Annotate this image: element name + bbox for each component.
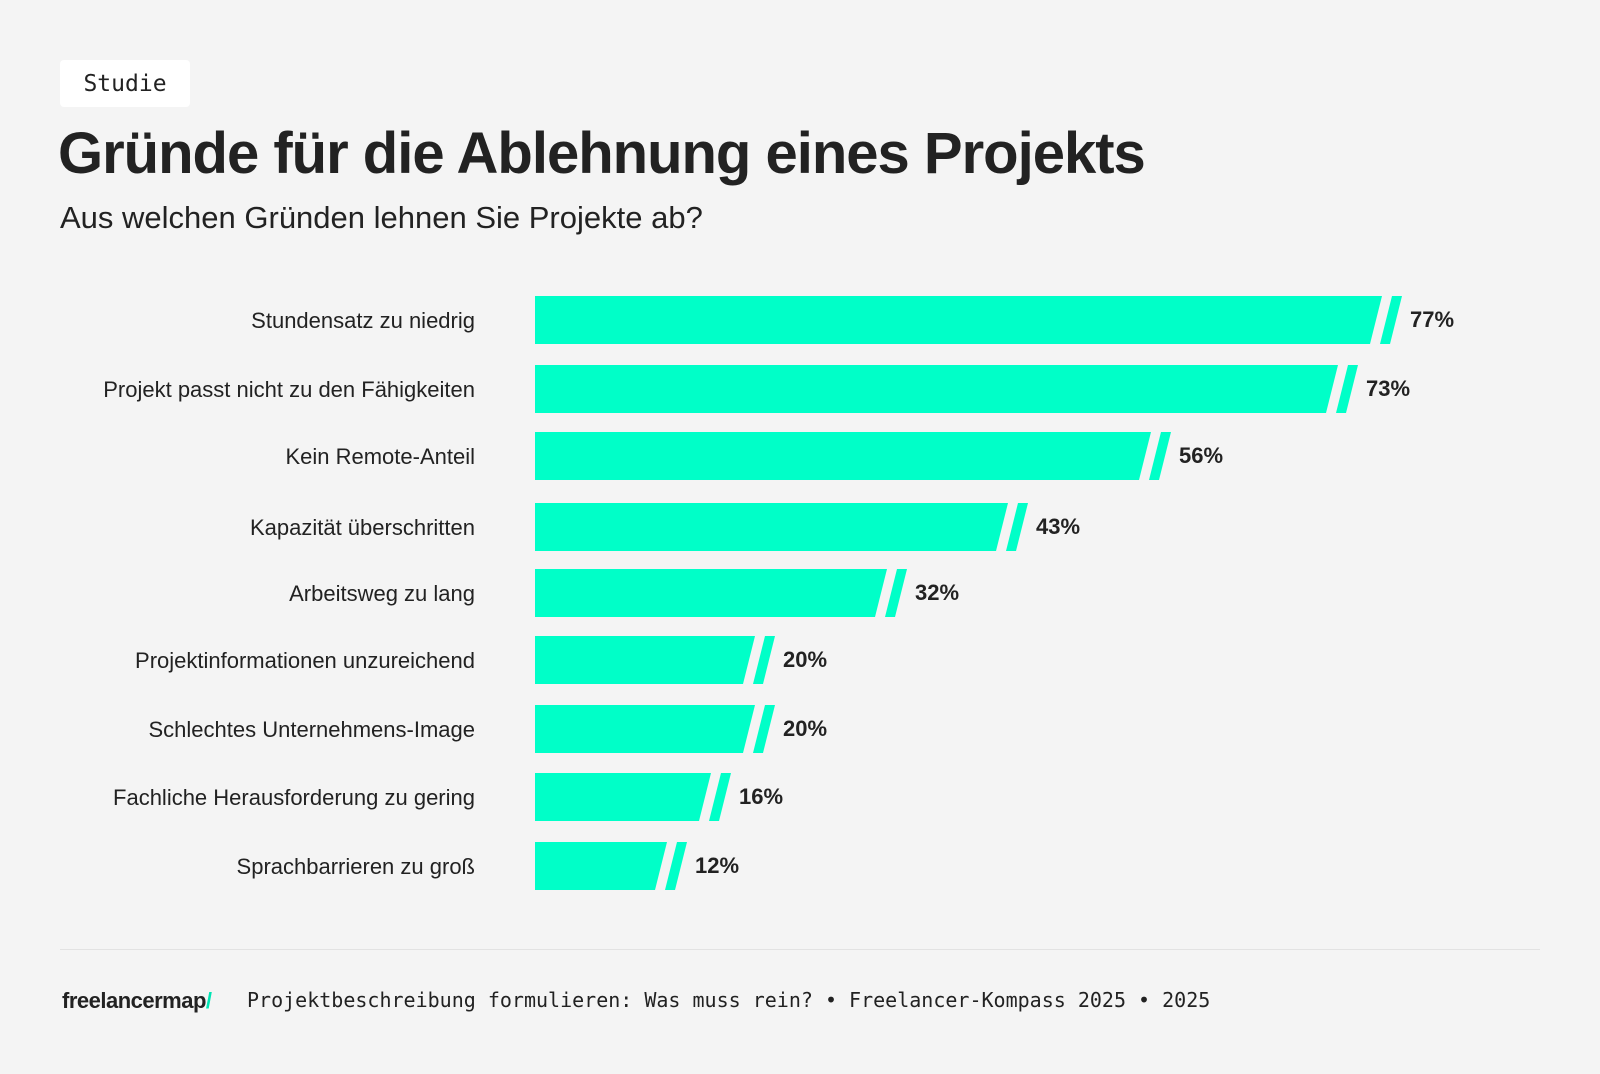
value-label: 16% bbox=[739, 784, 784, 809]
chart-subtitle: Aus welchen Gründen lehnen Sie Projekte … bbox=[60, 200, 703, 235]
bar bbox=[535, 773, 711, 821]
bar-row: Arbeitsweg zu lang 32% bbox=[0, 569, 1600, 617]
category-label: Projekt passt nicht zu den Fähigkeiten bbox=[103, 376, 475, 402]
bar bbox=[535, 705, 755, 753]
category-label: Fachliche Herausforderung zu gering bbox=[113, 784, 475, 810]
bar-break-stripe bbox=[885, 569, 907, 617]
bar bbox=[535, 842, 667, 890]
bar-row: Sprachbarrieren zu groß 12% bbox=[0, 842, 1600, 890]
value-label: 32% bbox=[915, 580, 960, 605]
bar-row: Kapazität überschritten 43% bbox=[0, 503, 1600, 551]
bar-row: Kein Remote-Anteil 56% bbox=[0, 432, 1600, 480]
bar-break-stripe bbox=[1380, 296, 1402, 344]
source-note: Projektbeschreibung formulieren: Was mus… bbox=[247, 988, 1211, 1012]
value-label: 20% bbox=[783, 716, 828, 741]
chart-title: Gründe für die Ablehnung eines Projekts bbox=[58, 121, 1146, 186]
value-label: 56% bbox=[1179, 443, 1224, 468]
value-label: 20% bbox=[783, 647, 828, 672]
category-label: Projektinformationen unzureichend bbox=[135, 647, 475, 673]
bar-break-stripe bbox=[753, 636, 775, 684]
value-label: 12% bbox=[695, 853, 740, 878]
bar-break-stripe bbox=[709, 773, 731, 821]
value-label: 73% bbox=[1366, 376, 1411, 401]
logo-text: freelancermap bbox=[62, 988, 206, 1013]
bar bbox=[535, 569, 887, 617]
logo-slash: / bbox=[205, 988, 212, 1013]
value-label: 43% bbox=[1036, 514, 1081, 539]
bar-row: Projekt passt nicht zu den Fähigkeiten 73… bbox=[0, 365, 1600, 413]
bar bbox=[535, 432, 1151, 480]
bar-row: Stundensatz zu niedrig 77% bbox=[0, 296, 1600, 344]
bar bbox=[535, 503, 1008, 551]
bar bbox=[535, 636, 755, 684]
category-label: Kein Remote-Anteil bbox=[285, 443, 475, 469]
bar-row: Fachliche Herausforderung zu gering 16% bbox=[0, 773, 1600, 821]
bar-break-stripe bbox=[753, 705, 775, 753]
category-label: Arbeitsweg zu lang bbox=[289, 580, 475, 606]
bar bbox=[535, 296, 1382, 344]
value-label: 77% bbox=[1410, 307, 1455, 332]
bar-break-stripe bbox=[1149, 432, 1171, 480]
bar-break-stripe bbox=[1006, 503, 1028, 551]
freelancermap-logo: freelancermap/ bbox=[62, 988, 212, 1014]
bar bbox=[535, 365, 1338, 413]
category-badge: Studie bbox=[60, 60, 190, 107]
category-label: Schlechtes Unternehmens-Image bbox=[148, 716, 476, 742]
bar-break-stripe bbox=[1336, 365, 1358, 413]
category-label: Stundensatz zu niedrig bbox=[251, 307, 475, 333]
bar-row: Schlechtes Unternehmens-Image 20% bbox=[0, 705, 1600, 753]
category-label: Sprachbarrieren zu groß bbox=[236, 853, 475, 879]
divider bbox=[60, 949, 1540, 950]
bar-row: Projektinformationen unzureichend 20% bbox=[0, 636, 1600, 684]
bar-break-stripe bbox=[665, 842, 687, 890]
bar-chart: Stundensatz zu niedrig 77% Projekt passt n… bbox=[0, 296, 1600, 890]
category-label: Kapazität überschritten bbox=[249, 514, 475, 540]
